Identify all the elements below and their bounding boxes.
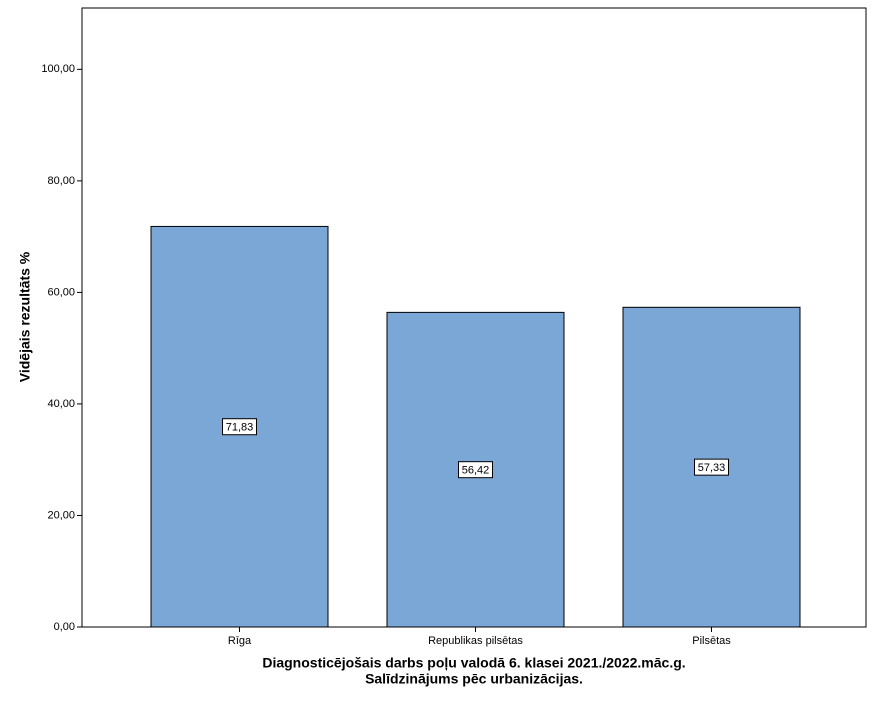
x-tick-label: Rīga (228, 635, 252, 647)
y-tick-label: 0,00 (54, 621, 75, 633)
value-label: 57,33 (698, 462, 726, 474)
x-tick-label: Republikas pilsētas (428, 635, 523, 647)
value-label-box (222, 418, 257, 436)
y-tick-label: 40,00 (47, 398, 75, 410)
value-label-box (458, 461, 493, 479)
x-axis-title: Diagnosticējošais darbs poļu valodā 6. k… (262, 655, 685, 671)
value-label-box (694, 458, 729, 476)
value-label: 71,83 (226, 422, 254, 434)
y-tick-label: 60,00 (47, 286, 75, 298)
x-axis-title: Salīdzinājums pēc urbanizācijas. (365, 671, 583, 687)
y-axis-title: Vidējais rezultāts % (17, 251, 33, 382)
x-tick-label: Pilsētas (692, 635, 731, 647)
y-tick-label: 80,00 (47, 175, 75, 187)
y-tick-label: 100,00 (41, 63, 75, 75)
value-label: 56,42 (462, 465, 490, 477)
y-tick-label: 20,00 (47, 509, 75, 521)
